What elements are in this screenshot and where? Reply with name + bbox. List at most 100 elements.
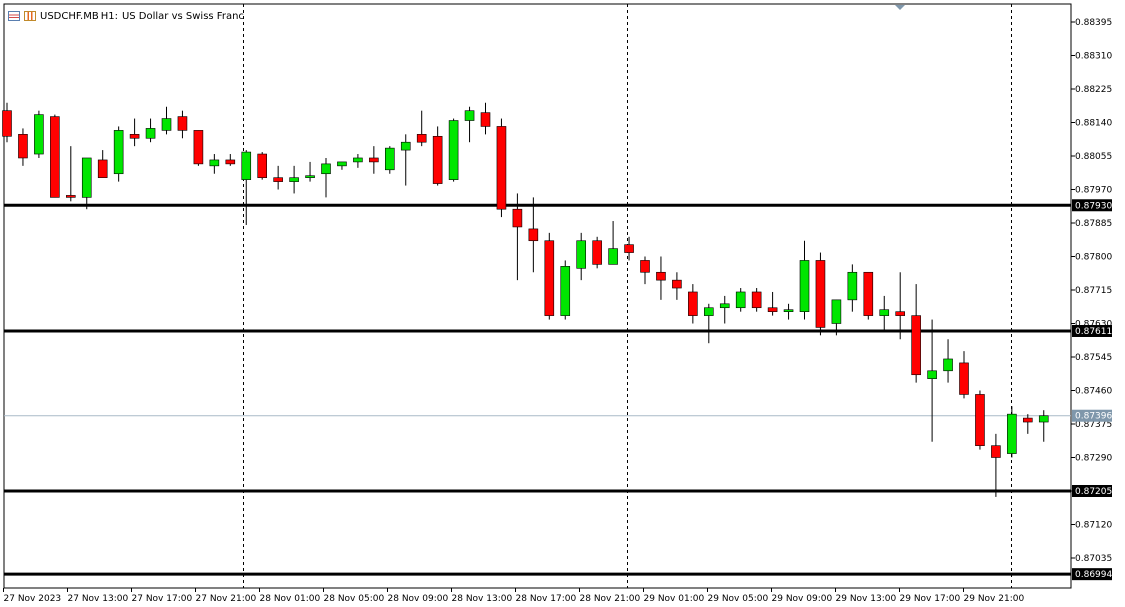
candle[interactable] (1022, 414, 1033, 434)
y-tick-label: 0.88055 (1075, 152, 1112, 162)
candle[interactable] (735, 288, 746, 312)
bull-candle-body (831, 299, 842, 324)
candle[interactable] (879, 295, 890, 332)
candle[interactable] (369, 146, 379, 174)
level-price-label: 0.86994 (1075, 570, 1112, 580)
candle[interactable] (257, 152, 268, 180)
bull-candle-body (879, 309, 890, 316)
candle[interactable] (353, 154, 363, 168)
y-tick-label: 0.87290 (1075, 454, 1112, 464)
bear-candle-body (225, 159, 236, 165)
chart-title-bar: USDCHF.MB H1: US Dollar vs Swiss Franc (8, 9, 244, 23)
candle[interactable] (528, 197, 539, 273)
candle[interactable] (273, 165, 283, 190)
candle[interactable] (688, 284, 698, 324)
candle[interactable] (384, 146, 395, 174)
candle[interactable] (416, 110, 427, 147)
candle[interactable] (544, 232, 555, 320)
candle[interactable] (672, 272, 682, 300)
candle[interactable] (831, 299, 842, 336)
candle[interactable] (81, 157, 92, 210)
candle[interactable] (113, 126, 124, 182)
candle[interactable] (624, 236, 634, 261)
candle[interactable] (943, 339, 953, 383)
candle[interactable] (767, 291, 778, 316)
candle[interactable] (337, 161, 347, 170)
y-tick-label: 0.88225 (1075, 85, 1112, 95)
candle[interactable] (464, 106, 475, 143)
chart-window-icon[interactable] (8, 11, 20, 21)
candle[interactable] (496, 118, 507, 218)
candle[interactable] (975, 390, 985, 450)
bear-candle-body (767, 307, 778, 312)
candle[interactable] (289, 165, 299, 194)
candle[interactable] (97, 150, 108, 178)
chart-type-icon[interactable] (24, 11, 36, 21)
candle[interactable] (991, 433, 1001, 497)
bull-candle-body (703, 307, 714, 316)
level-price-label: 0.87930 (1075, 201, 1112, 211)
candle[interactable] (656, 256, 666, 300)
bull-candle-body (161, 118, 172, 131)
candle[interactable] (1007, 406, 1017, 458)
candle[interactable] (193, 130, 204, 166)
candle[interactable] (2, 102, 12, 143)
candle[interactable] (640, 256, 650, 285)
candle[interactable] (703, 303, 714, 344)
y-tick-label: 0.87545 (1075, 353, 1112, 363)
candle[interactable] (480, 102, 491, 135)
candle[interactable] (18, 128, 28, 166)
candle[interactable] (177, 110, 188, 139)
candle[interactable] (512, 193, 523, 281)
x-tick-label: 27 Nov 13:00 (68, 594, 129, 604)
bear-candle-body (496, 126, 507, 210)
candle[interactable] (209, 154, 220, 174)
bear-candle-body (959, 362, 969, 395)
bull-candle-body (81, 157, 92, 198)
bear-candle-body (2, 110, 12, 137)
candle[interactable] (783, 303, 794, 320)
candle[interactable] (448, 118, 459, 182)
symbol-label: USDCHF.MB (40, 10, 99, 22)
candle[interactable] (66, 146, 76, 202)
candle[interactable] (305, 161, 315, 182)
bull-candle-body (783, 309, 794, 312)
candle[interactable] (751, 288, 762, 312)
candle[interactable] (560, 260, 571, 320)
candle[interactable] (895, 272, 906, 340)
candle[interactable] (608, 221, 618, 265)
candle[interactable] (911, 284, 921, 383)
x-tick-label: 28 Nov 13:00 (452, 594, 513, 604)
bull-candle-body (576, 240, 587, 269)
bull-candle-body (400, 141, 411, 151)
candle[interactable] (799, 240, 810, 320)
x-tick-label: 29 Nov 17:00 (900, 594, 961, 604)
candle[interactable] (576, 232, 587, 281)
candle[interactable] (1038, 410, 1049, 442)
candle[interactable] (50, 114, 60, 198)
candle[interactable] (815, 252, 826, 336)
bull-candle-body (1007, 413, 1017, 454)
candle[interactable] (927, 319, 937, 442)
candle[interactable] (241, 150, 252, 225)
candle[interactable] (432, 126, 443, 186)
candle[interactable] (400, 134, 411, 186)
bull-candle-body (305, 175, 315, 178)
candle[interactable] (34, 110, 44, 158)
bear-candle-body (640, 260, 650, 273)
candle[interactable] (321, 157, 331, 198)
level-price-label-bg (1072, 199, 1112, 212)
candle[interactable] (225, 154, 236, 166)
y-tick-label: 0.88140 (1075, 119, 1112, 129)
x-tick-label: 27 Nov 2023 (4, 594, 62, 604)
candle[interactable] (719, 295, 730, 324)
bull-candle-body (321, 163, 331, 175)
candle[interactable] (129, 118, 140, 147)
candle[interactable] (959, 351, 969, 399)
candle[interactable] (847, 264, 858, 312)
candle[interactable] (161, 106, 172, 135)
candle[interactable] (592, 236, 602, 269)
candle[interactable] (863, 271, 874, 320)
candle[interactable] (145, 118, 156, 143)
